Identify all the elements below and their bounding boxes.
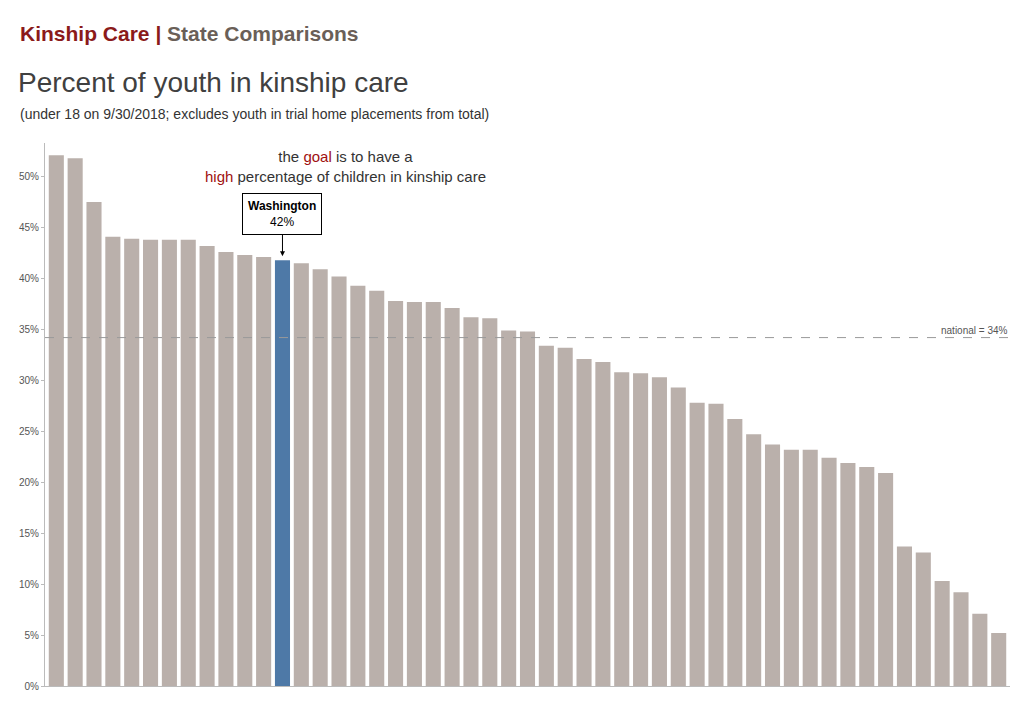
svg-text:35%: 35% xyxy=(19,324,39,335)
svg-text:10%: 10% xyxy=(19,579,39,590)
svg-text:(under 18 on 9/30/2018; exclud: (under 18 on 9/30/2018; excludes youth i… xyxy=(20,106,489,122)
svg-text:40%: 40% xyxy=(19,273,39,284)
svg-text:national = 34%: national = 34% xyxy=(941,325,1008,336)
svg-text:Percent of youth in kinship ca: Percent of youth in kinship care xyxy=(18,67,409,98)
svg-text:25%: 25% xyxy=(19,426,39,437)
svg-text:50%: 50% xyxy=(19,171,39,182)
svg-text:30%: 30% xyxy=(19,375,39,386)
svg-text:45%: 45% xyxy=(19,222,39,233)
svg-text:15%: 15% xyxy=(19,528,39,539)
svg-text:0%: 0% xyxy=(25,681,40,692)
svg-text:5%: 5% xyxy=(25,630,40,641)
svg-text:20%: 20% xyxy=(19,477,39,488)
svg-text:Kinship Care | State Compariso: Kinship Care | State Comparisons xyxy=(20,22,359,45)
svg-text:the goal is to have ahigh perc: the goal is to have ahigh percentage of … xyxy=(205,148,486,185)
svg-text:Washington42%: Washington42% xyxy=(248,199,316,229)
